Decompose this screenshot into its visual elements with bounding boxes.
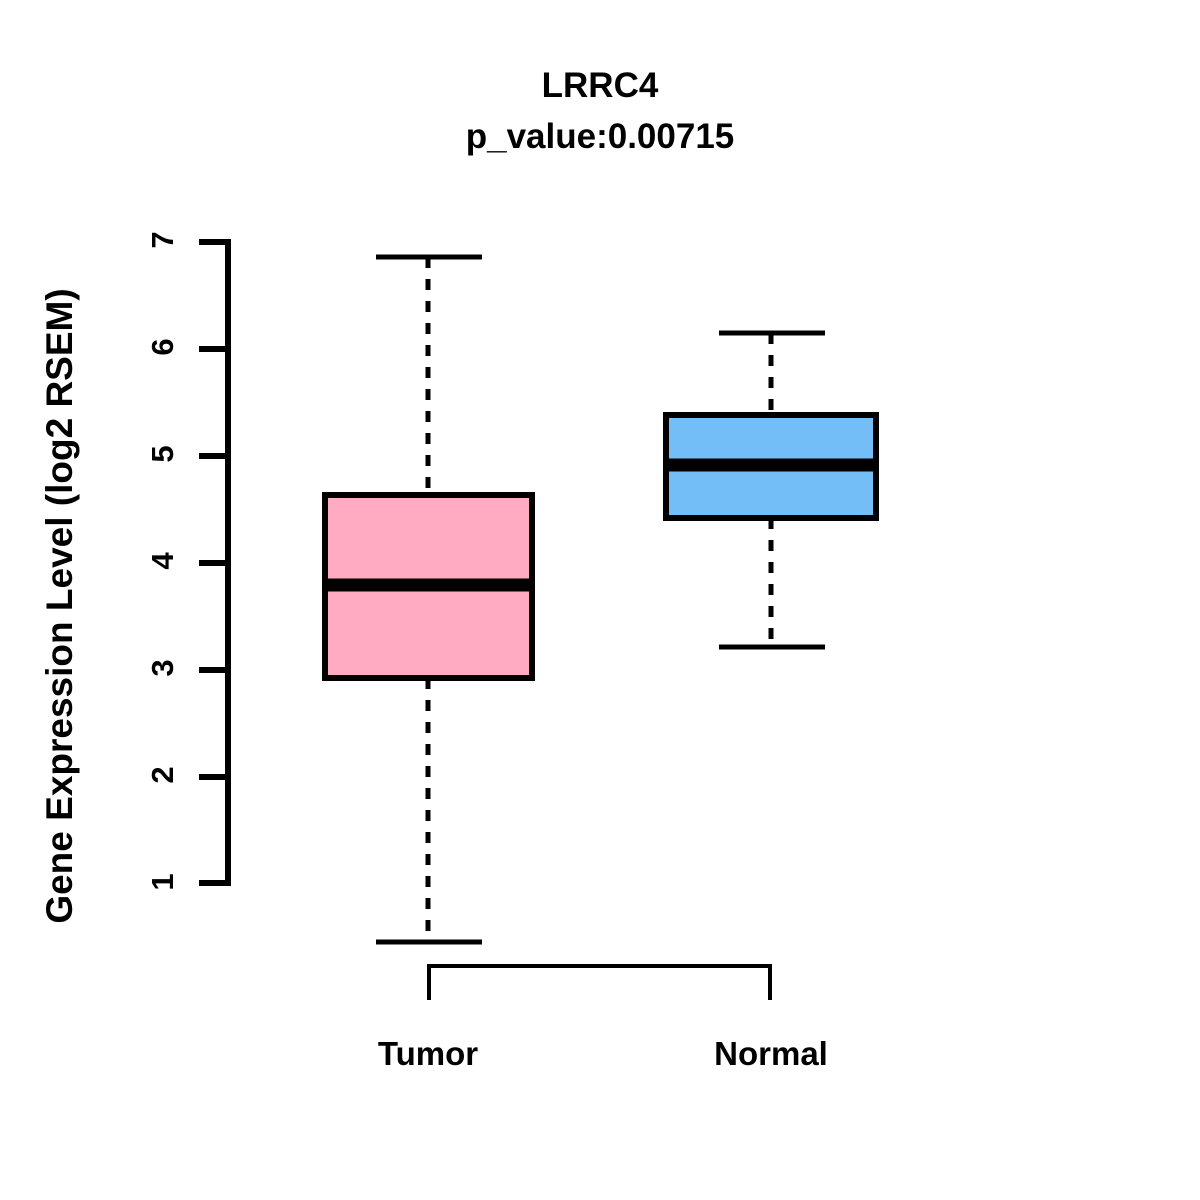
chart-subtitle-pvalue: p_value:0.00715 — [465, 117, 735, 156]
x-label-normal: Normal — [714, 1035, 828, 1072]
chart-title: LRRC4 — [541, 66, 659, 105]
x-axis-bracket — [427, 964, 772, 1000]
y-axis — [199, 239, 231, 886]
box-group-tumor[interactable] — [322, 254, 535, 945]
x-label-tumor: Tumor — [377, 1035, 479, 1072]
box-group-normal[interactable] — [663, 330, 879, 650]
